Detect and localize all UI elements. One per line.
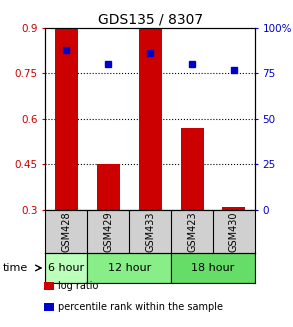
Text: 12 hour: 12 hour: [108, 263, 151, 273]
Bar: [171, 253, 255, 283]
Text: GSM428: GSM428: [61, 211, 71, 252]
Text: 6 hour: 6 hour: [48, 263, 84, 273]
Bar: [222, 207, 246, 210]
Text: GSM433: GSM433: [145, 211, 155, 252]
Text: GSM423: GSM423: [187, 211, 197, 252]
Text: log ratio: log ratio: [58, 281, 98, 291]
Text: GSM429: GSM429: [103, 211, 113, 252]
Bar: [139, 28, 162, 210]
Title: GDS135 / 8307: GDS135 / 8307: [98, 13, 203, 26]
Bar: [55, 28, 78, 210]
Bar: [87, 253, 171, 283]
Text: GSM430: GSM430: [229, 211, 239, 252]
Bar: [97, 164, 120, 210]
Bar: [45, 253, 87, 283]
Text: time: time: [3, 263, 28, 273]
Text: 18 hour: 18 hour: [191, 263, 235, 273]
Text: percentile rank within the sample: percentile rank within the sample: [58, 302, 223, 312]
Bar: [180, 128, 204, 210]
